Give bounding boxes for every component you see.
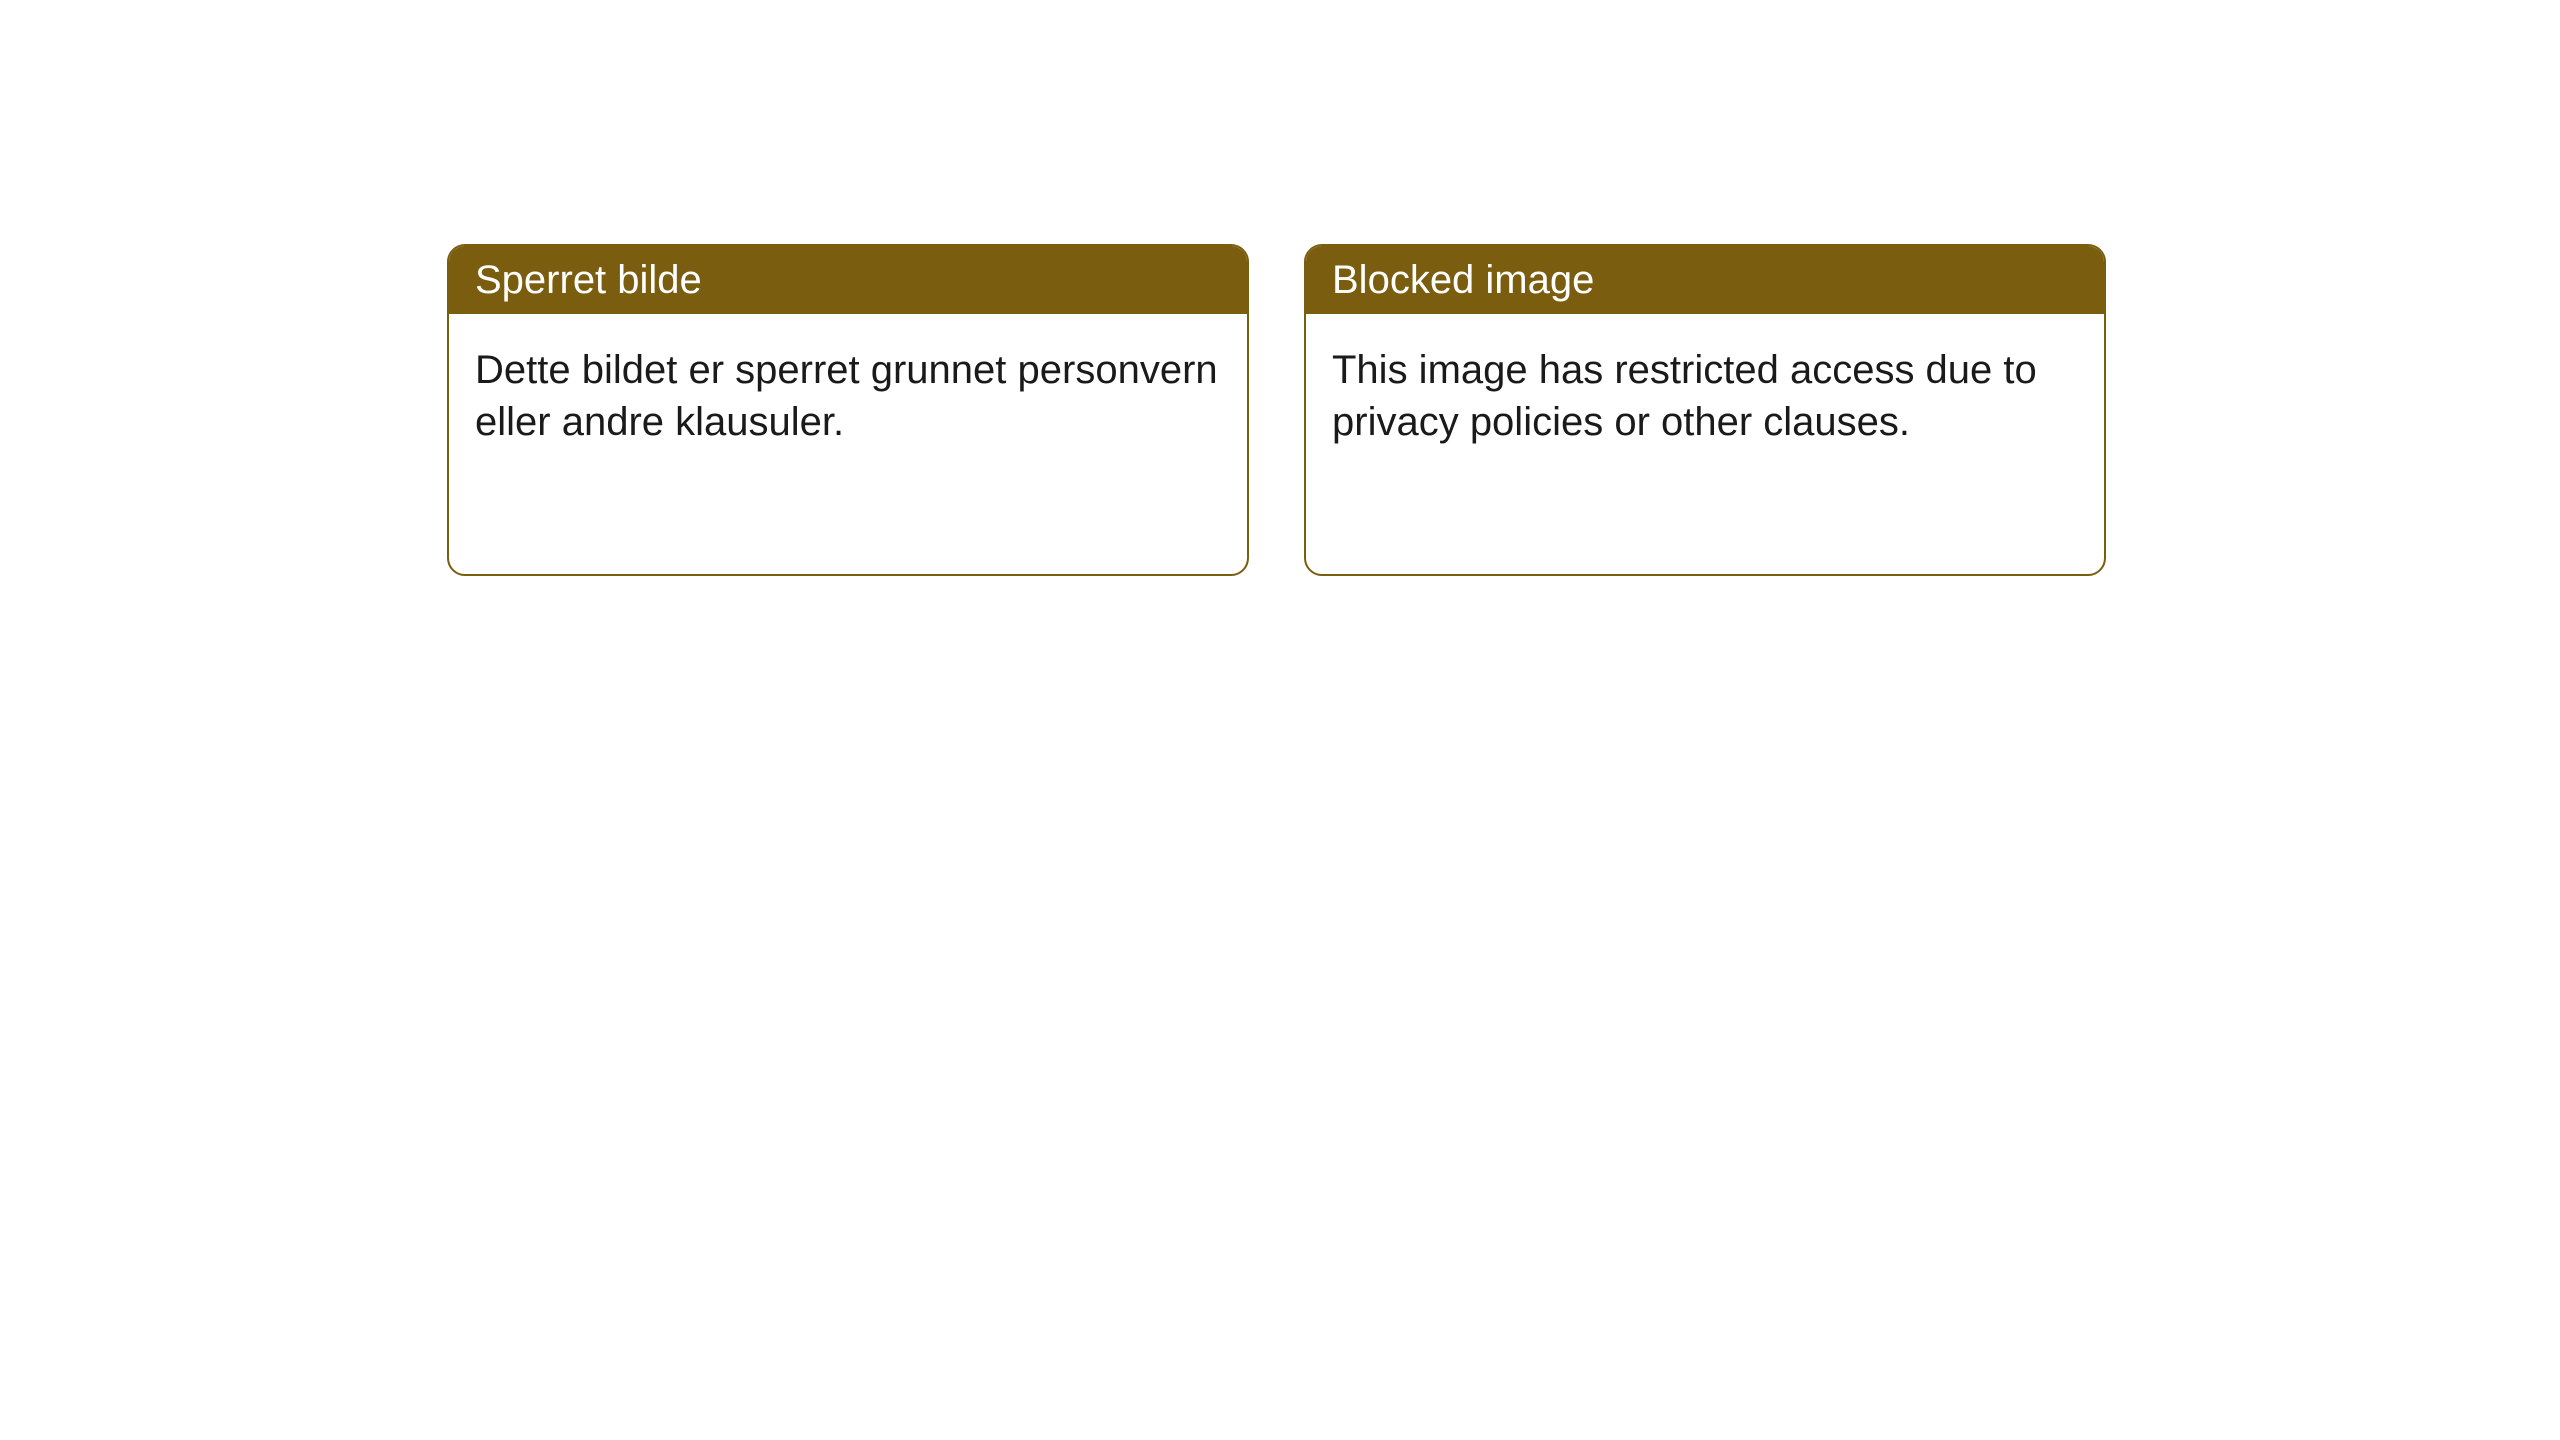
notice-body-norwegian: Dette bildet er sperret grunnet personve… <box>449 314 1247 478</box>
notice-card-norwegian: Sperret bilde Dette bildet er sperret gr… <box>447 244 1249 576</box>
notice-title-norwegian: Sperret bilde <box>449 246 1247 314</box>
notice-container: Sperret bilde Dette bildet er sperret gr… <box>0 0 2560 576</box>
notice-card-english: Blocked image This image has restricted … <box>1304 244 2106 576</box>
notice-body-english: This image has restricted access due to … <box>1306 314 2104 478</box>
notice-title-english: Blocked image <box>1306 246 2104 314</box>
